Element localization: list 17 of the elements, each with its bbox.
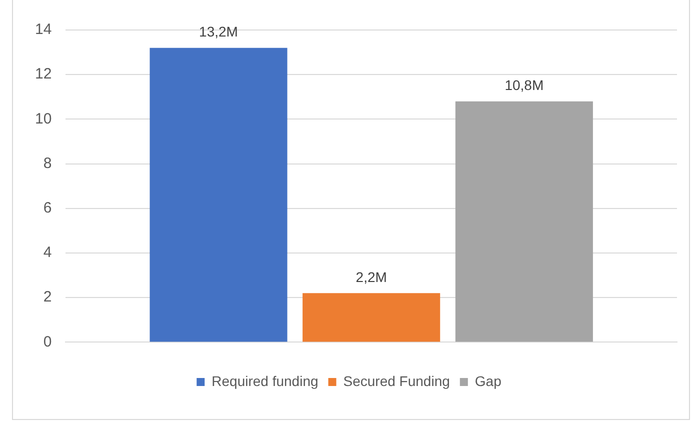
y-tick-label: 6 [43, 200, 52, 217]
bar [302, 293, 440, 342]
legend-label: Required funding [212, 372, 318, 389]
y-tick-label: 14 [34, 21, 52, 38]
bar [150, 48, 288, 342]
bar [455, 101, 593, 342]
y-tick-label: 0 [43, 333, 52, 350]
data-label: 2,2M [356, 269, 387, 285]
data-label: 10,8M [504, 77, 544, 94]
y-tick-label: 4 [43, 244, 52, 262]
data-label: 13,2M [199, 24, 238, 40]
legend-label: Gap [474, 372, 502, 389]
y-tick-label: 10 [34, 110, 52, 128]
legend-label: Secured Funding [343, 372, 450, 389]
y-tick-label: 2 [43, 288, 52, 306]
y-tick-label: 8 [43, 154, 52, 172]
y-tick-label: 12 [34, 66, 52, 83]
